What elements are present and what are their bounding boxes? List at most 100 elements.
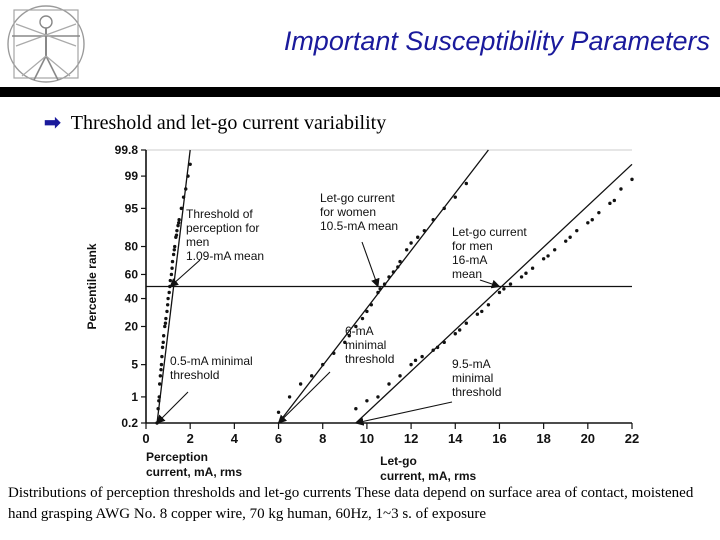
annotation-arrow-ann_min6 [277,371,331,424]
y-tick-label: 60 [125,267,139,281]
annotation-arrow-ann_min95 [354,401,453,426]
data-point-letgo_men [568,235,572,239]
data-point-perception_men [184,187,188,191]
data-point-perception_men [169,272,174,277]
data-point-letgo_women [442,206,446,211]
data-point-letgo_women [376,290,380,295]
y-tick-label: 0.2 [121,416,138,430]
y-tick-label: 5 [131,358,138,372]
data-point-perception_men [160,354,164,359]
data-point-perception_men [158,374,163,378]
fit-line-letgo_men [355,163,633,424]
data-point-letgo_men [519,275,524,279]
data-point-perception_men [157,395,161,399]
x-tick-label: 0 [142,431,149,446]
x-axis-label-perception: Perception current, mA, rms [146,450,242,479]
x-tick-label: 18 [536,431,550,446]
data-point-letgo_women [332,351,336,355]
data-point-letgo_men [502,287,506,291]
data-point-perception_men [159,367,163,372]
data-point-letgo_men [586,221,590,225]
data-point-letgo_men [546,254,550,258]
annotation-ann_women: Let-go current for women 10.5-mA mean [320,191,398,233]
x-tick-label: 16 [492,431,506,446]
data-point-perception_men [159,362,164,367]
vitruvian-man-icon [7,5,85,83]
data-point-perception_men [165,309,169,314]
data-point-letgo_women [431,218,435,222]
data-point-letgo_women [369,303,374,307]
data-point-letgo_men [541,257,546,261]
data-point-perception_men [165,303,170,307]
data-point-letgo_women [360,316,365,321]
data-point-letgo_men [475,312,480,316]
data-point-letgo_women [321,362,325,367]
x-tick-label: 12 [404,431,418,446]
y-tick-label: 40 [125,292,139,306]
data-point-letgo_women [309,374,314,378]
data-point-letgo_men [409,362,413,367]
x-tick-label: 22 [625,431,639,446]
data-point-letgo_men [457,328,462,332]
figure-caption: Distributions of perception thresholds a… [8,485,694,522]
data-point-perception_men [188,162,192,166]
data-point-letgo_men [365,399,369,403]
annotation-arrow-ann_men [479,279,501,289]
annotation-ann_min95: 9.5-mA minimal threshold [452,357,501,399]
data-point-letgo_men [442,340,446,345]
data-point-letgo_men [453,332,457,336]
bullet-text: Threshold and let-go current variability [70,112,387,134]
data-point-letgo_women [409,241,413,245]
y-tick-label: 80 [125,240,139,254]
annotation-arrow-ann_min05 [156,391,189,424]
data-point-letgo_men [552,248,557,252]
data-point-letgo_women [354,324,358,329]
data-point-perception_men [164,316,168,321]
y-tick-label: 20 [125,319,139,333]
data-point-letgo_men [435,345,440,350]
data-point-perception_men [163,321,168,325]
data-point-perception_men [177,218,181,222]
data-point-letgo_women [382,282,387,286]
data-point-letgo_women [365,309,369,314]
y-tick-label: 99 [125,169,139,183]
data-point-perception_men [176,221,181,225]
data-point-letgo_men [354,407,358,411]
data-point-letgo_men [486,303,491,307]
data-point-perception_men [166,296,170,301]
data-point-letgo_men [630,177,634,182]
data-point-letgo_men [464,321,469,325]
data-point-letgo_men [420,354,424,359]
data-point-letgo_women [404,248,409,252]
x-tick-label: 20 [581,431,595,446]
y-tick-label: 1 [131,390,138,404]
data-point-perception_men [156,407,160,411]
x-axis-label-letgo: Let-go current, mA, rms [380,454,476,483]
x-tick-label: 6 [275,431,282,446]
annotation-ann_perception: Threshold of perception for men 1.09-mA mea… [186,207,264,263]
data-point-letgo_women [464,181,469,186]
data-point-letgo_women [422,228,427,233]
data-point-letgo_men [398,374,402,378]
data-point-letgo_women [396,265,400,269]
slide-title: Important Susceptibility Parameters [283,26,710,56]
x-tick-label: 8 [319,431,326,446]
data-point-perception_men [157,382,162,386]
annotation-ann_min6: 6-mA minimal threshold [345,324,394,366]
percentile-chart: Threshold of perception for men 1.09-mA mea… [85,143,639,483]
y-tick-label: 95 [125,201,139,215]
data-point-letgo_men [497,290,502,295]
data-point-letgo_women [298,382,303,386]
data-point-letgo_men [619,187,623,191]
data-point-letgo_women [287,395,292,399]
annotation-ann_min05: 0.5-mA minimal threshold [170,354,253,382]
data-point-letgo_women [387,275,391,279]
data-point-letgo_men [564,239,568,243]
data-point-perception_men [160,345,165,350]
data-point-letgo_men [590,218,594,222]
annotation-ann_men: Let-go current for men 16-mA mean [452,225,527,281]
title-rule [0,87,720,97]
data-point-letgo_men [612,198,617,203]
data-point-perception_men [170,259,175,264]
data-point-letgo_men [413,358,418,363]
